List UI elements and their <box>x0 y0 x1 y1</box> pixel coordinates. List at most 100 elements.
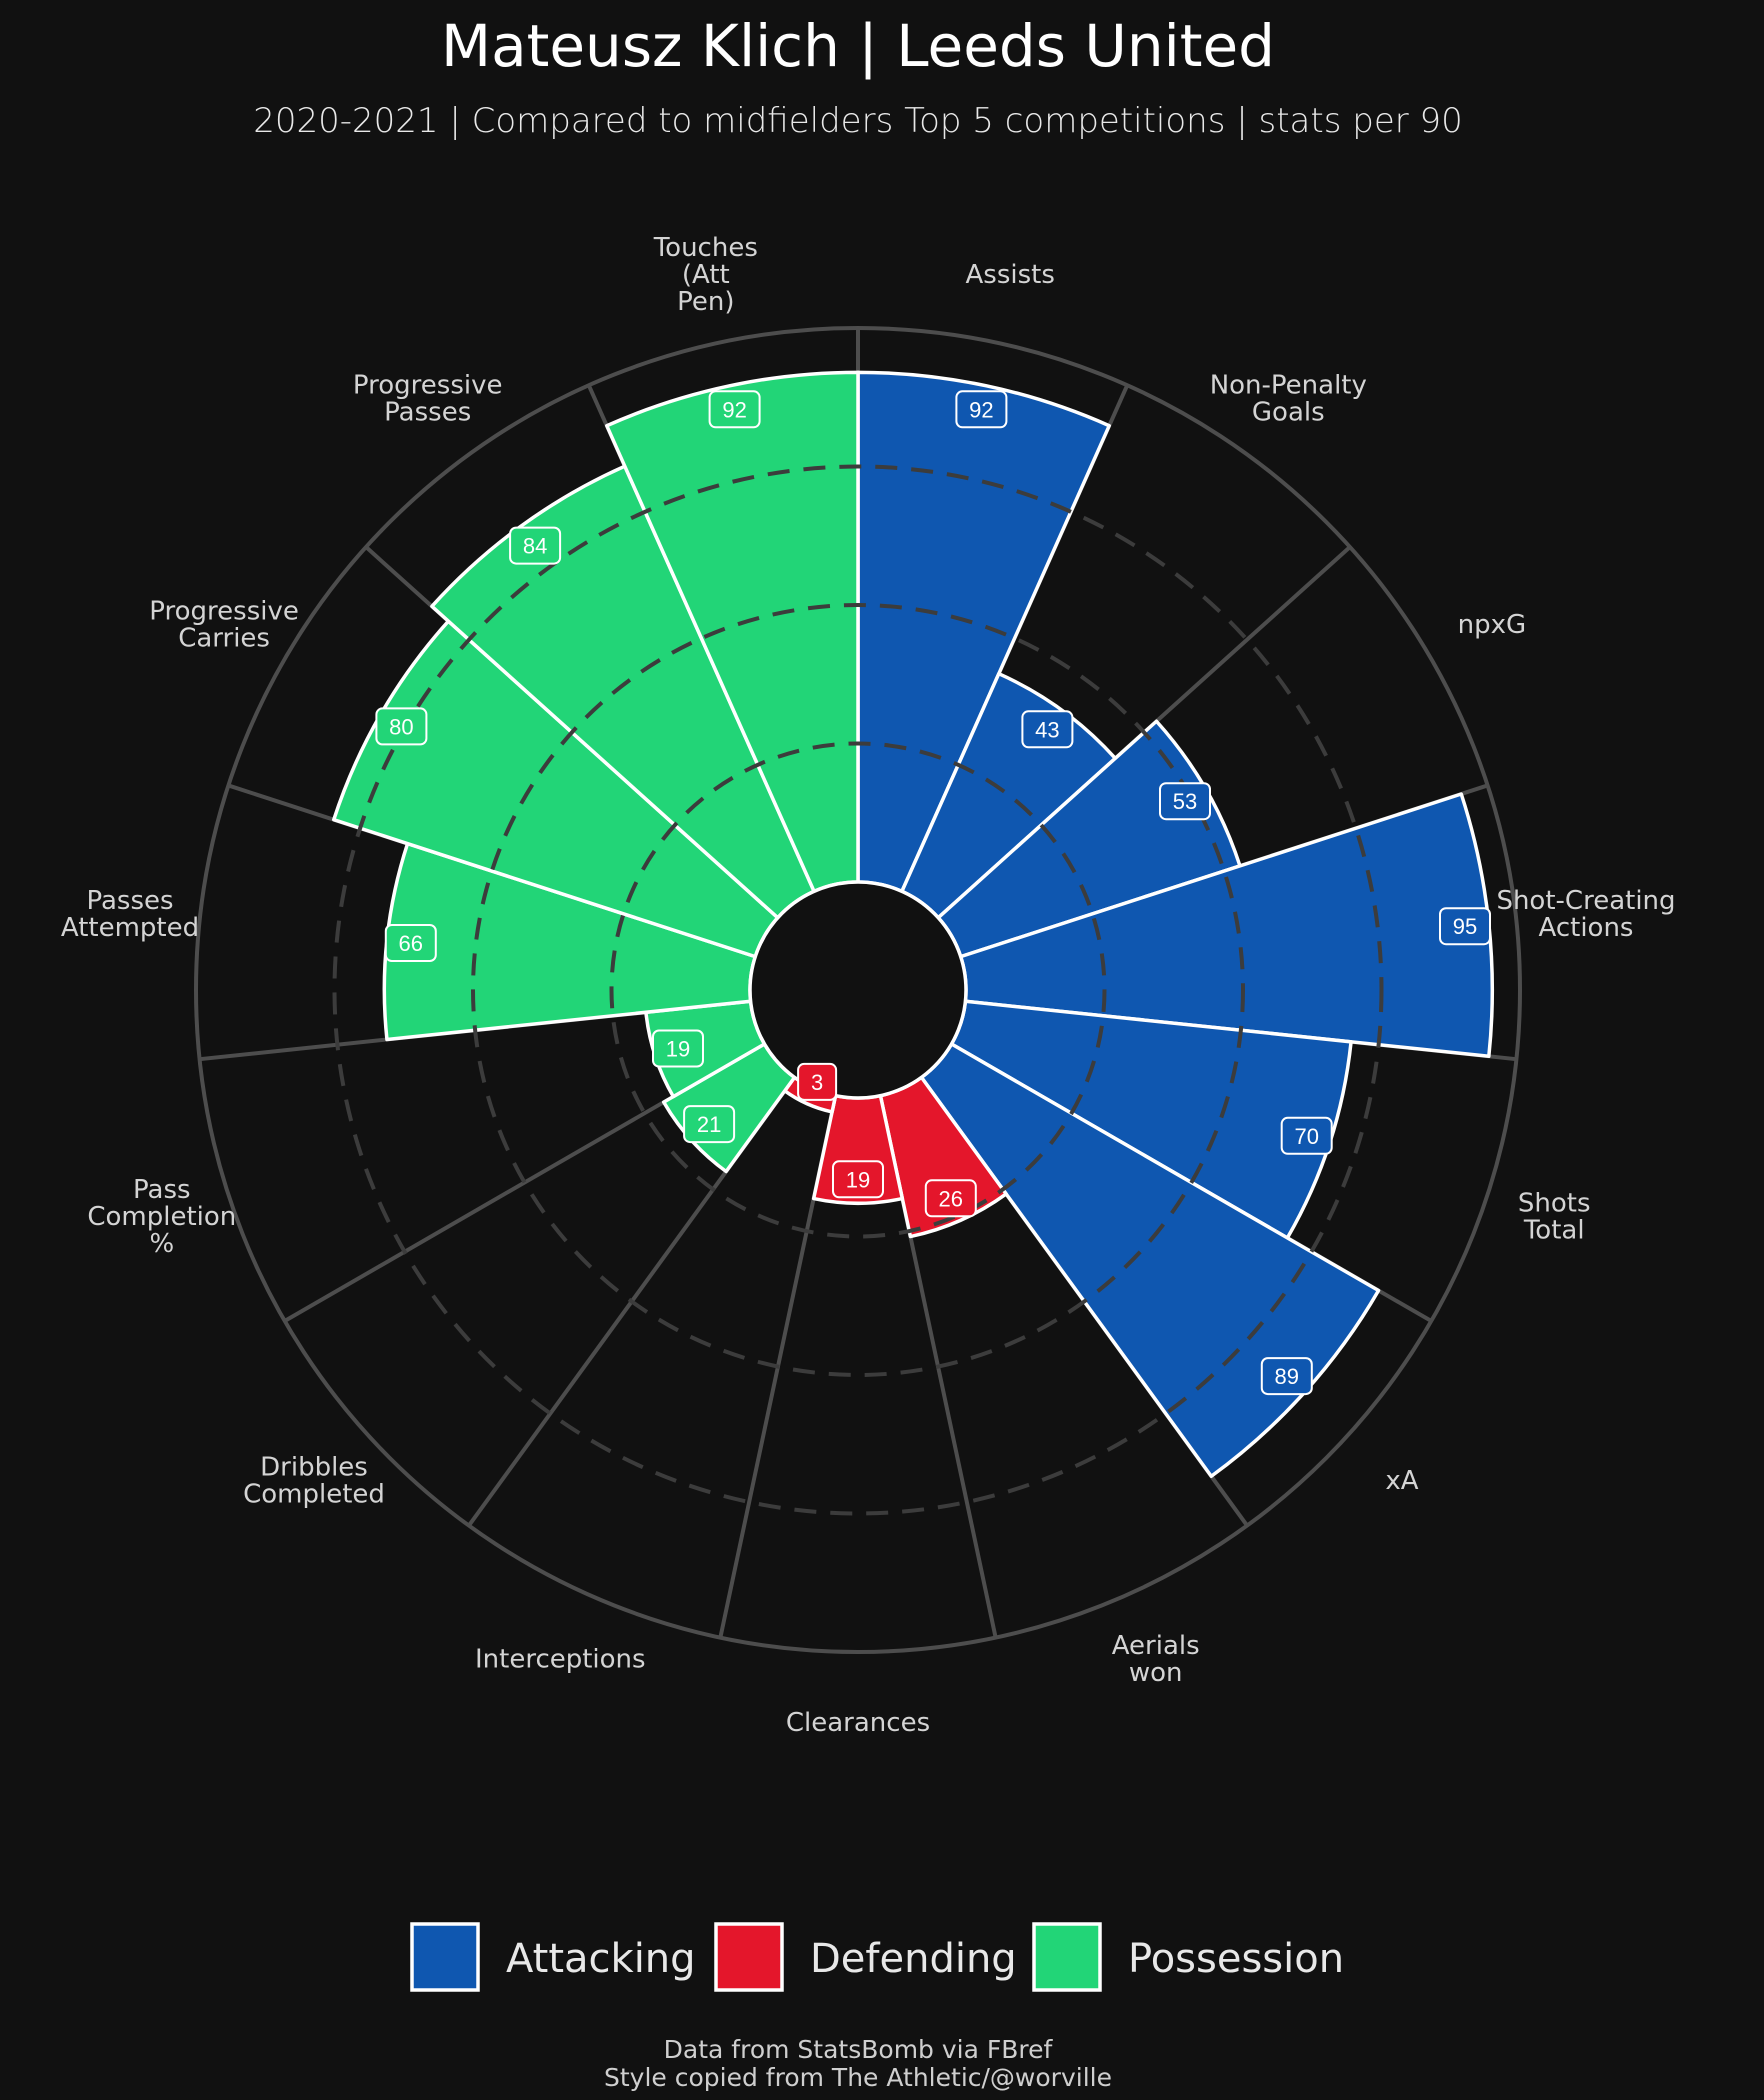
axis-label-line: Non-Penalty <box>1210 370 1367 400</box>
axis-label-line: Aerials <box>1112 1631 1200 1661</box>
value-badge: 89 <box>1260 1357 1313 1396</box>
value-badge: 92 <box>955 390 1008 429</box>
value-badge: 43 <box>1021 710 1074 749</box>
axis-label-line: Goals <box>1252 397 1325 427</box>
value-label: 26 <box>939 1186 963 1211</box>
value-label: 3 <box>811 1070 823 1095</box>
value-badge-box <box>1159 782 1211 821</box>
value-badge-box <box>652 1029 704 1068</box>
axis-label: Progressive Passes <box>353 370 503 427</box>
legend-swatch <box>410 1922 480 1992</box>
axis-label-line: npxG <box>1458 610 1527 640</box>
axis-label-line: Attempted <box>61 913 199 943</box>
chart-title: Mateusz Klich | Leeds United <box>441 12 1275 80</box>
axis-label-line: Interceptions <box>475 1645 646 1675</box>
dashed-rings <box>332 464 1384 1516</box>
value-badge-box <box>955 390 1008 429</box>
value-badge-box <box>1021 710 1074 749</box>
value-label: 66 <box>399 931 423 956</box>
value-label: 80 <box>389 714 413 739</box>
axis-label-line: Passes <box>384 397 471 427</box>
value-badge-box <box>708 390 761 429</box>
axis-label-line: Carries <box>178 624 270 654</box>
axis-label: Shot-Creating Actions <box>1496 886 1675 943</box>
value-badge-box <box>797 1062 838 1101</box>
axis-label-line: Passes <box>86 886 173 916</box>
axis-label: Dribbles Completed <box>243 1452 385 1509</box>
value-badge-box <box>683 1105 736 1144</box>
value-badge-box <box>924 1179 977 1218</box>
axis-labels: Assists Non-Penalty Goals npxG Shot-Creating… <box>61 233 1676 1738</box>
legend-item-possession: Possession <box>1032 1922 1344 1992</box>
value-badge-box <box>384 924 437 962</box>
value-label: 95 <box>1453 914 1477 939</box>
axis-label-line: Actions <box>1539 913 1634 943</box>
legend-label: Possession <box>1128 1936 1344 1982</box>
axis-label: Interceptions <box>475 1645 646 1675</box>
axis-label-line: Dribbles <box>260 1452 368 1482</box>
chart-subtitle: 2020-2021 | Compared to midfielders Top … <box>253 101 1463 141</box>
center-hole <box>748 880 968 1100</box>
value-label: 21 <box>697 1112 721 1137</box>
dashed-ring <box>471 603 1245 1377</box>
footer-source: Data from StatsBomb via FBref <box>664 2035 1054 2064</box>
value-badge: 80 <box>375 707 428 746</box>
axis-label-line: xA <box>1385 1466 1418 1496</box>
axis-label-line: Total <box>1523 1216 1585 1246</box>
value-badge: 70 <box>1280 1116 1333 1155</box>
value-badge: 21 <box>683 1105 736 1144</box>
axis-label-line: Progressive <box>149 597 299 627</box>
value-badge: 66 <box>384 924 437 962</box>
axis-label: Non-Penalty Goals <box>1210 370 1367 427</box>
axis-label: Shots Total <box>1518 1189 1591 1246</box>
axis-label-line: Shots <box>1518 1189 1591 1219</box>
axis-label-line: (Att <box>682 260 730 290</box>
axis-label-line: Progressive <box>353 370 503 400</box>
axis-label-line: Pen) <box>677 287 734 317</box>
value-badge-box <box>1260 1357 1313 1396</box>
legend-label: Attacking <box>506 1936 696 1982</box>
value-badge-box <box>1439 907 1491 946</box>
axis-label: xA <box>1385 1466 1418 1496</box>
value-label: 43 <box>1035 717 1059 742</box>
dashed-ring <box>332 464 1384 1516</box>
axis-label: Aerials won <box>1112 1631 1200 1688</box>
axis-label: npxG <box>1458 610 1527 640</box>
value-label: 92 <box>969 397 993 422</box>
axis-label: Progressive Carries <box>149 597 299 654</box>
axis-label: Touches (Att Pen) <box>653 233 758 317</box>
legend-label: Defending <box>810 1936 1017 1982</box>
value-badge-box <box>1280 1116 1333 1155</box>
value-label: 70 <box>1294 1124 1318 1149</box>
axis-label: Assists <box>966 260 1055 290</box>
axis-label-line: Pass <box>133 1175 191 1205</box>
value-badge: 3 <box>797 1062 838 1101</box>
legend-swatch <box>714 1922 784 1992</box>
value-badge: 26 <box>924 1179 977 1218</box>
axis-label-line: Clearances <box>786 1708 930 1738</box>
axis-label: Passes Attempted <box>61 886 199 943</box>
legend-item-defending: Defending <box>714 1922 1017 1992</box>
value-badge-box <box>375 707 428 746</box>
value-badge: 19 <box>652 1029 704 1068</box>
axis-label-line: Completion <box>87 1202 236 1232</box>
dashed-ring <box>609 741 1107 1239</box>
value-label: 53 <box>1173 789 1197 814</box>
value-label: 19 <box>666 1037 690 1062</box>
value-label: 89 <box>1275 1364 1299 1389</box>
value-badge-box <box>509 526 562 565</box>
value-labels: 92 43 53 95 70 89 26 19 3 21 19 66 80 84 92 <box>375 390 1491 1396</box>
value-badge: 19 <box>832 1160 884 1199</box>
value-badge-box <box>832 1160 884 1199</box>
axis-label-line: won <box>1129 1658 1183 1688</box>
value-badge: 84 <box>509 526 562 565</box>
legend: Attacking Defending Possession <box>410 1922 1344 1992</box>
axis-label-line: Completed <box>243 1479 385 1509</box>
axis-label-line: Shot-Creating <box>1496 886 1675 916</box>
legend-swatch <box>1032 1922 1102 1992</box>
axis-label: Pass Completion% <box>87 1175 236 1259</box>
value-badge: 92 <box>708 390 761 429</box>
legend-item-attacking: Attacking <box>410 1922 696 1992</box>
axis-label-line: Assists <box>966 260 1055 290</box>
